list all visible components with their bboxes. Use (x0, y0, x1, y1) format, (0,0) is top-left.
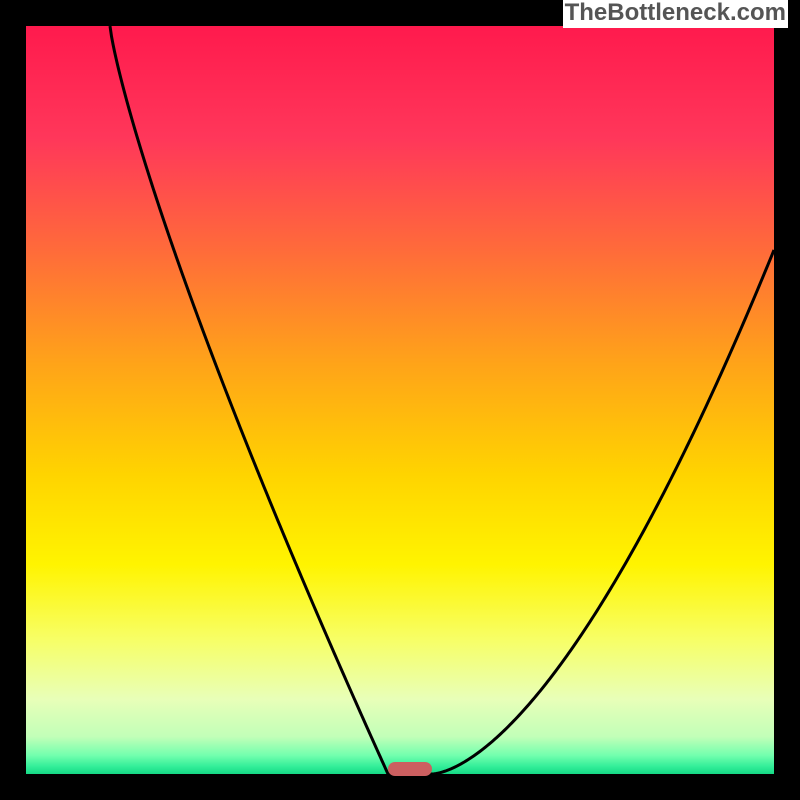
chart-container: TheBottleneck.com (0, 0, 800, 800)
bottleneck-chart (0, 0, 800, 800)
watermark-text: TheBottleneck.com (563, 0, 788, 28)
optimum-marker (388, 762, 432, 776)
